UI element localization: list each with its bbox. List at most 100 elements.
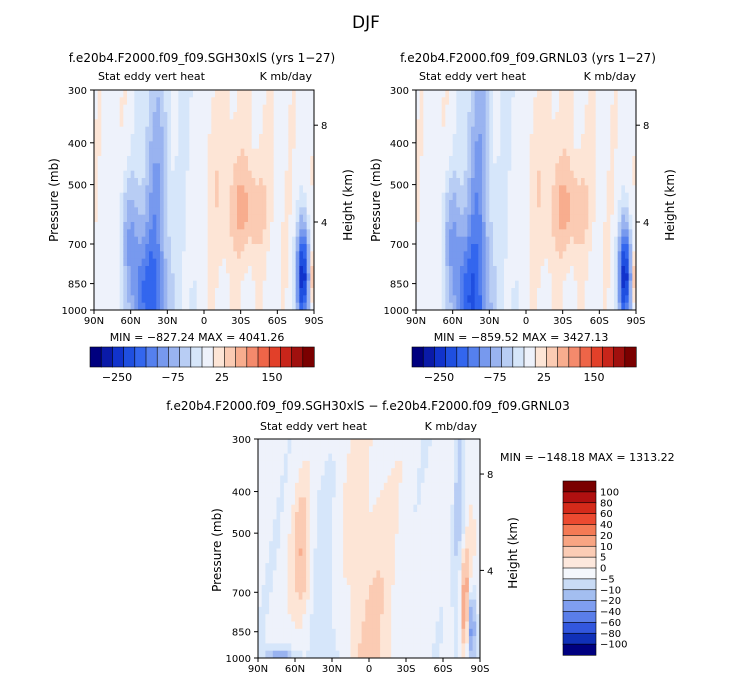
heat-cell <box>288 251 293 260</box>
heat-cell <box>105 141 110 150</box>
heat-cell <box>251 244 256 252</box>
heat-cell <box>273 134 278 142</box>
heat-cell <box>298 512 303 520</box>
heat-cell <box>229 104 234 113</box>
heat-cell <box>507 112 512 120</box>
heat-cell <box>108 97 113 106</box>
heat-cell <box>265 512 270 520</box>
heat-cell <box>350 570 355 579</box>
heat-cell <box>409 606 414 615</box>
heat-cell <box>298 453 303 462</box>
heat-cell <box>610 229 615 238</box>
heat-cell <box>261 453 266 462</box>
heat-cell <box>365 490 370 498</box>
heat-cell <box>299 288 304 296</box>
heat-cell <box>372 453 377 462</box>
heat-cell <box>606 258 611 267</box>
heat-cell <box>240 112 245 120</box>
heat-cell <box>218 185 223 194</box>
heat-cell <box>610 126 615 135</box>
heat-cell <box>145 163 150 172</box>
heat-cell <box>215 258 220 267</box>
heat-cell <box>167 280 172 289</box>
heat-cell <box>119 288 124 296</box>
heat-cell <box>306 599 311 608</box>
heat-cell <box>310 266 315 274</box>
heat-cell <box>500 280 505 289</box>
heat-cell <box>606 192 611 201</box>
heat-cell <box>529 214 534 223</box>
heat-cell <box>449 229 454 238</box>
heat-cell <box>215 185 220 194</box>
heat-cell <box>306 141 311 150</box>
heat-cell <box>280 621 285 630</box>
heat-cell <box>328 555 333 564</box>
heat-cell <box>295 244 300 252</box>
heat-cell <box>196 141 201 150</box>
heat-cell <box>460 273 465 282</box>
heat-cell <box>251 192 256 201</box>
heat-cell <box>614 222 619 230</box>
heat-cell <box>504 148 509 157</box>
heat-cell <box>409 468 414 476</box>
heat-cell <box>280 497 285 506</box>
heat-cell <box>193 200 198 208</box>
heat-cell <box>581 192 586 201</box>
heat-cell <box>292 244 297 252</box>
heat-cell <box>281 280 286 289</box>
heat-cell <box>193 170 198 179</box>
heat-cell <box>570 185 575 194</box>
heat-cell <box>577 192 582 201</box>
heat-cell <box>310 148 315 157</box>
heat-cell <box>354 606 359 615</box>
heat-cell <box>350 563 355 571</box>
heat-cell <box>416 214 421 223</box>
heat-cell <box>152 200 157 208</box>
heat-cell <box>518 244 523 252</box>
heat-cell <box>240 170 245 179</box>
heat-cell <box>496 258 501 267</box>
heat-cell <box>127 222 132 230</box>
heat-cell <box>566 192 571 201</box>
heat-cell <box>346 555 351 564</box>
heat-cell <box>276 519 281 527</box>
heat-cell <box>185 236 190 245</box>
heat-cell <box>350 439 355 447</box>
heat-cell <box>306 266 311 274</box>
heat-cell <box>548 178 553 186</box>
heat-cell <box>145 185 150 194</box>
heat-cell <box>303 126 308 135</box>
heat-cell <box>306 163 311 172</box>
heat-cell <box>284 90 289 98</box>
heat-cell <box>112 192 117 201</box>
heat-cell <box>500 170 505 179</box>
heat-cell <box>101 156 106 164</box>
colorbar-swatch <box>201 346 214 368</box>
heat-cell <box>380 614 385 622</box>
heat-cell <box>171 207 176 216</box>
heat-cell <box>573 156 578 164</box>
heat-cell <box>123 156 128 164</box>
heat-cell <box>306 650 311 659</box>
heat-cell <box>416 185 421 194</box>
heat-cell <box>299 112 304 120</box>
heat-cell <box>288 229 293 238</box>
heat-cell <box>211 141 216 150</box>
heat-cell <box>262 251 267 260</box>
heat-cell <box>504 207 509 216</box>
heat-cell <box>372 599 377 608</box>
heat-cell <box>625 178 630 186</box>
heat-cell <box>489 148 494 157</box>
heat-cell <box>438 222 443 230</box>
heat-cell <box>134 214 139 223</box>
heat-cell <box>160 273 165 282</box>
heat-cell <box>533 222 538 230</box>
heat-cell <box>372 504 377 513</box>
heat-cell <box>207 119 212 128</box>
heat-cell <box>229 163 234 172</box>
heat-cell <box>383 577 388 586</box>
heat-cell <box>570 229 575 238</box>
heat-cell <box>266 119 271 128</box>
heat-cell <box>218 192 223 201</box>
heat-cell <box>350 482 355 491</box>
